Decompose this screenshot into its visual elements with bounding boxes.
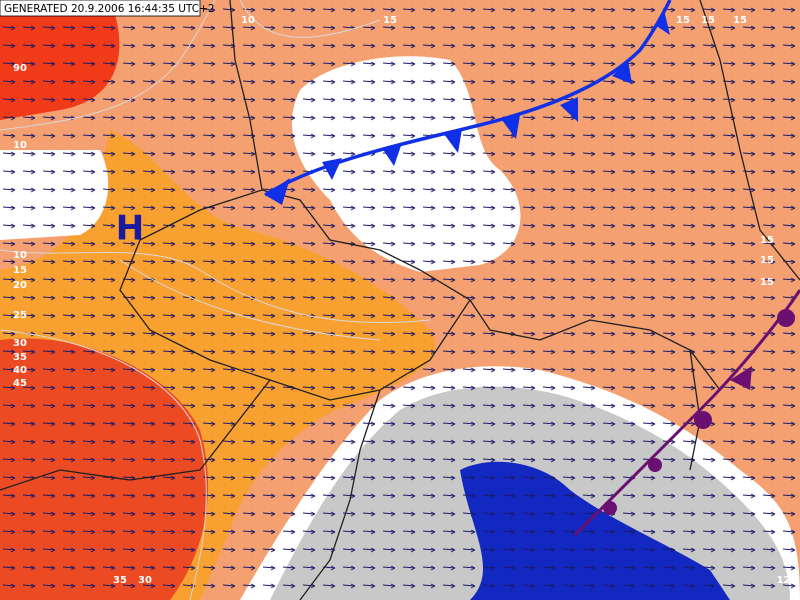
contour-label: 15 — [733, 15, 747, 26]
contour-label: 15 — [760, 277, 774, 288]
contour-label: 120 — [777, 575, 798, 586]
contour-label: 10 — [241, 15, 255, 26]
contour-label: 10 — [13, 140, 27, 151]
contour-label: 30 — [138, 575, 152, 586]
contour-label: 35 — [13, 352, 27, 363]
contour-label: 20 — [13, 280, 27, 291]
isolines — [0, 0, 431, 600]
contour-label: 30 — [13, 338, 27, 349]
header-box — [0, 0, 201, 17]
contour-label: 15 — [13, 265, 27, 276]
contour-label: 15 — [760, 255, 774, 266]
contour-label: 15 — [701, 15, 715, 26]
contour-label: 40 — [13, 365, 27, 376]
pressure-high: H — [116, 209, 144, 249]
contour-label: 10 — [13, 250, 27, 261]
contour-label: 45 — [13, 378, 27, 389]
contour-label: 25 — [13, 310, 27, 321]
contour-label: 15 — [676, 15, 690, 26]
contour-label: 35 — [113, 575, 127, 586]
contour-label: 15 — [383, 15, 397, 26]
contour-labels: 90 10 10 15 20 25 30 35 40 45 10 15 15 15 15 15 15 15 35 30… — [13, 15, 797, 586]
contour-label: 15 — [760, 235, 774, 246]
occluded-front — [573, 289, 800, 537]
cold-front — [264, 0, 672, 205]
contour-label: 90 — [13, 63, 27, 74]
generated-label: GENERATED 20.9.2006 16:44:35 UTC+2 — [4, 3, 215, 15]
